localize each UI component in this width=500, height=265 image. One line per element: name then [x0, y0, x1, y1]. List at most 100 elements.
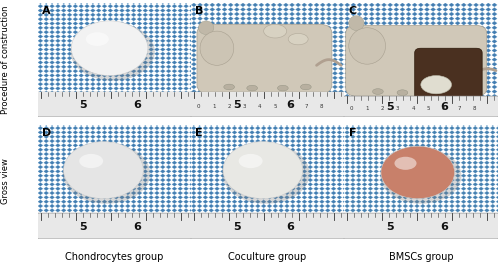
Polygon shape: [394, 48, 399, 52]
Polygon shape: [344, 48, 350, 52]
Polygon shape: [90, 48, 96, 51]
Polygon shape: [96, 65, 101, 69]
Polygon shape: [308, 213, 312, 217]
Polygon shape: [314, 235, 318, 238]
Polygon shape: [160, 161, 165, 165]
Polygon shape: [308, 94, 313, 98]
Polygon shape: [290, 94, 294, 98]
Polygon shape: [102, 100, 107, 103]
Polygon shape: [414, 174, 420, 178]
Polygon shape: [344, 8, 350, 11]
Polygon shape: [273, 161, 278, 165]
Polygon shape: [73, 87, 78, 90]
Polygon shape: [449, 108, 454, 112]
Polygon shape: [391, 131, 396, 134]
Polygon shape: [154, 100, 160, 103]
Polygon shape: [192, 108, 196, 112]
Polygon shape: [397, 174, 402, 178]
Polygon shape: [62, 26, 66, 30]
Polygon shape: [326, 48, 332, 52]
Polygon shape: [414, 148, 420, 152]
Polygon shape: [492, 35, 497, 39]
Polygon shape: [492, 8, 497, 11]
Polygon shape: [67, 183, 72, 186]
Polygon shape: [480, 12, 484, 16]
Polygon shape: [467, 161, 472, 165]
Polygon shape: [232, 191, 237, 195]
Polygon shape: [444, 118, 448, 121]
Polygon shape: [131, 82, 136, 86]
Polygon shape: [172, 157, 177, 160]
Polygon shape: [178, 95, 182, 99]
Polygon shape: [350, 183, 356, 186]
Polygon shape: [137, 226, 142, 229]
Polygon shape: [256, 165, 260, 169]
Polygon shape: [102, 69, 107, 73]
Polygon shape: [420, 204, 426, 208]
Polygon shape: [232, 161, 237, 165]
Polygon shape: [114, 4, 118, 8]
Polygon shape: [50, 144, 54, 147]
Polygon shape: [114, 217, 118, 221]
Polygon shape: [326, 103, 332, 107]
Polygon shape: [190, 235, 194, 238]
Polygon shape: [222, 71, 227, 75]
Polygon shape: [56, 43, 60, 47]
Polygon shape: [172, 22, 177, 25]
Polygon shape: [356, 178, 361, 182]
Polygon shape: [214, 135, 220, 139]
Polygon shape: [296, 99, 300, 103]
Polygon shape: [308, 3, 313, 7]
Polygon shape: [56, 95, 60, 99]
Polygon shape: [44, 209, 48, 212]
Polygon shape: [44, 48, 48, 51]
Polygon shape: [444, 209, 448, 212]
Polygon shape: [420, 200, 426, 204]
Polygon shape: [344, 191, 350, 195]
Polygon shape: [198, 90, 202, 94]
Polygon shape: [420, 144, 426, 147]
Polygon shape: [486, 12, 491, 16]
Polygon shape: [357, 17, 362, 20]
Polygon shape: [154, 74, 160, 77]
Polygon shape: [374, 222, 378, 225]
Polygon shape: [362, 183, 367, 186]
Polygon shape: [426, 187, 431, 191]
Polygon shape: [430, 48, 436, 52]
Polygon shape: [102, 209, 107, 212]
Polygon shape: [338, 85, 344, 89]
Polygon shape: [234, 0, 240, 2]
Polygon shape: [178, 230, 182, 234]
Polygon shape: [314, 21, 319, 25]
Polygon shape: [412, 26, 418, 30]
Polygon shape: [137, 204, 142, 208]
Polygon shape: [449, 81, 454, 84]
Polygon shape: [44, 191, 48, 195]
Polygon shape: [38, 95, 43, 99]
Text: 6: 6: [289, 104, 292, 109]
Polygon shape: [302, 0, 307, 2]
Polygon shape: [394, 62, 399, 66]
Polygon shape: [436, 112, 442, 116]
Polygon shape: [265, 39, 270, 43]
Polygon shape: [397, 148, 402, 152]
Polygon shape: [203, 191, 208, 195]
Polygon shape: [102, 191, 107, 195]
Polygon shape: [84, 69, 89, 73]
Polygon shape: [320, 112, 326, 116]
Text: 6: 6: [286, 100, 294, 110]
Polygon shape: [192, 3, 196, 7]
Text: 8: 8: [473, 106, 476, 111]
Polygon shape: [56, 122, 60, 126]
Polygon shape: [240, 8, 246, 11]
Polygon shape: [444, 191, 448, 195]
Polygon shape: [216, 12, 221, 16]
Polygon shape: [120, 30, 124, 34]
Polygon shape: [137, 69, 142, 73]
Polygon shape: [382, 12, 386, 16]
Polygon shape: [490, 131, 495, 134]
Polygon shape: [228, 108, 234, 112]
Polygon shape: [400, 39, 405, 43]
Polygon shape: [192, 48, 196, 52]
Polygon shape: [290, 30, 294, 34]
